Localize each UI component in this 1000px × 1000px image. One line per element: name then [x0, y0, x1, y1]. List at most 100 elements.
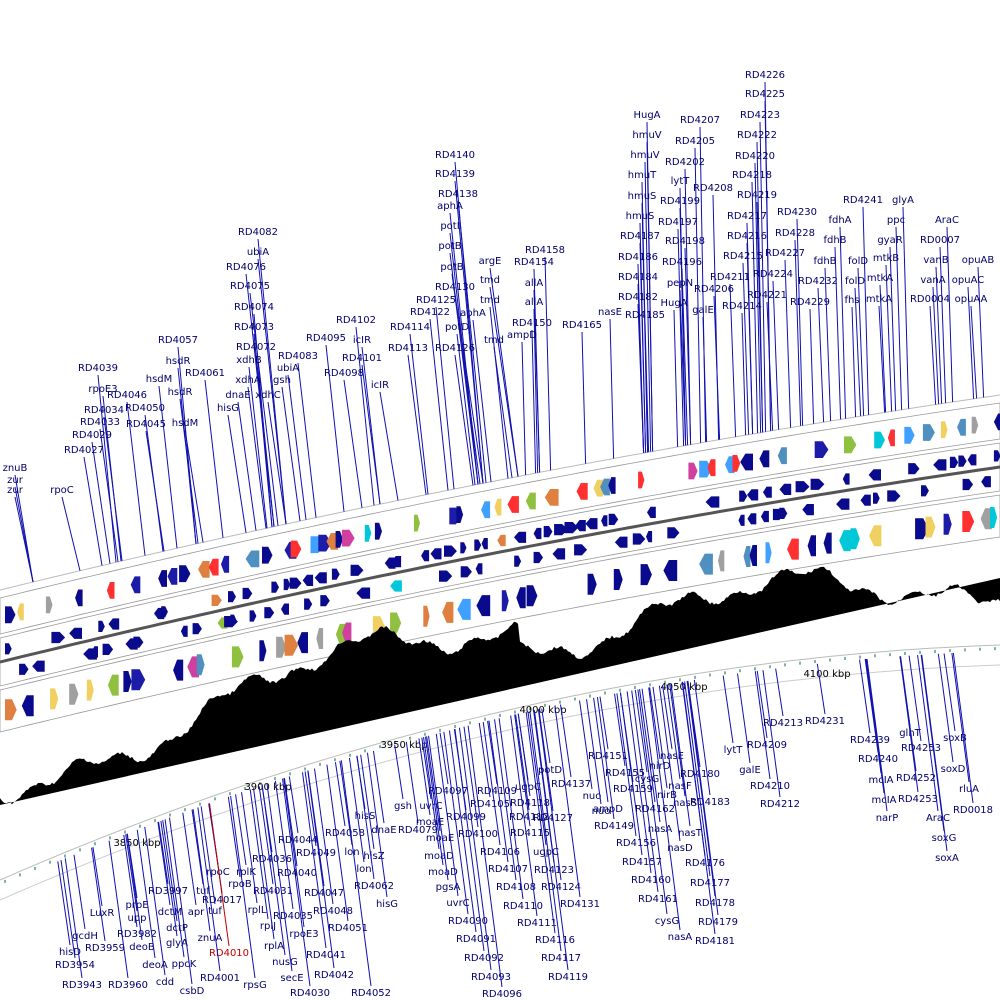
- gene-feature: [533, 551, 543, 564]
- gene-feature: [749, 545, 757, 566]
- leader-line: [609, 318, 615, 459]
- leader-line: [764, 100, 772, 431]
- leader-line: [946, 226, 954, 403]
- leader-line: [162, 820, 178, 922]
- leader-line: [435, 733, 459, 897]
- label: galE: [739, 765, 761, 776]
- leader-line: [209, 803, 230, 947]
- leader-line: [249, 292, 279, 526]
- leader-line: [200, 806, 216, 905]
- leader-line: [951, 652, 970, 783]
- label: uvrC: [446, 898, 469, 909]
- label: RD4046: [107, 390, 147, 401]
- label: xdhB: [236, 355, 262, 366]
- label: rpoC: [206, 867, 230, 878]
- label: RD4062: [354, 881, 394, 892]
- label: hsdM: [172, 418, 199, 429]
- gene-feature: [807, 535, 816, 557]
- label: hmuV: [630, 150, 659, 161]
- leader-line: [429, 318, 449, 491]
- label: RD4115: [510, 828, 550, 839]
- label: icIR: [371, 380, 389, 391]
- gene-feature: [575, 520, 586, 532]
- gene-feature: [763, 486, 772, 498]
- gene-feature: [231, 646, 244, 668]
- leader-line: [834, 246, 842, 420]
- gene-feature: [69, 683, 79, 705]
- label: RD4187: [620, 231, 660, 242]
- outer-arc: [0, 394, 1000, 591]
- gene-feature: [198, 561, 210, 578]
- label: ugpC: [533, 847, 559, 858]
- label: rplK: [236, 867, 256, 878]
- leader-line: [637, 303, 645, 454]
- label: hisZ: [363, 851, 384, 862]
- gene-feature: [133, 636, 144, 648]
- gene-feature: [971, 416, 979, 434]
- gene-feature: [356, 587, 371, 599]
- gene-feature: [743, 546, 751, 567]
- label: RD4220: [735, 151, 775, 162]
- label: RD4001: [200, 973, 240, 984]
- label: RD4159: [613, 784, 653, 795]
- label: potB: [438, 241, 461, 252]
- label: vanA: [920, 275, 945, 286]
- leader-line: [409, 333, 429, 495]
- label: tuf: [208, 906, 222, 917]
- gene-feature: [842, 473, 850, 485]
- label: AraC: [926, 813, 950, 824]
- label: RD4079: [398, 825, 438, 836]
- label: RD4111: [517, 918, 557, 929]
- leader-line: [247, 386, 267, 529]
- gene-feature: [106, 582, 115, 599]
- label: 4000 kbp: [519, 705, 566, 716]
- leader-line: [917, 655, 939, 812]
- label: hmuT: [628, 170, 657, 181]
- leader-line: [670, 683, 691, 827]
- label: RD4110: [503, 901, 543, 912]
- gene-feature: [601, 515, 608, 527]
- gene-feature: [430, 548, 442, 560]
- gene-feature: [718, 550, 725, 572]
- gene-feature: [271, 581, 279, 593]
- gene-feature: [284, 634, 299, 656]
- gene-feature: [98, 620, 105, 632]
- leader-line: [517, 713, 531, 797]
- gene-feature: [993, 450, 1000, 462]
- leader-line: [970, 305, 978, 399]
- leader-line: [356, 755, 375, 880]
- label: RD4184: [618, 272, 658, 283]
- label: RD4124: [541, 882, 581, 893]
- label: fdhB: [813, 256, 836, 267]
- label: hsdR: [168, 387, 193, 398]
- gene-feature: [915, 518, 929, 540]
- leader-line: [326, 764, 349, 922]
- leader-line: [282, 778, 311, 987]
- leader-line: [126, 833, 143, 941]
- label: RD4027: [64, 445, 104, 456]
- leader-line: [227, 414, 247, 533]
- label: RD4202: [665, 157, 705, 168]
- leader-line: [158, 385, 178, 549]
- label: RD4222: [737, 130, 777, 141]
- label: opuAC: [952, 275, 984, 286]
- label: potI: [440, 221, 459, 232]
- gene-feature: [802, 504, 814, 516]
- label: RD4101: [342, 353, 382, 364]
- label: RD4208: [693, 183, 733, 194]
- leader-line: [866, 658, 888, 812]
- gene-feature: [667, 527, 680, 539]
- leader-line: [737, 673, 751, 764]
- leader-line: [494, 719, 517, 881]
- gene-feature: [526, 585, 538, 607]
- label: rplA: [264, 941, 284, 952]
- label: RD4031: [253, 886, 293, 897]
- gene-feature: [795, 481, 810, 493]
- label: RD4209: [747, 740, 787, 751]
- leader-line: [878, 305, 886, 413]
- leader-line: [541, 708, 551, 764]
- leader-line: [599, 696, 609, 750]
- gene-feature: [460, 566, 472, 578]
- label: RD4039: [78, 363, 118, 374]
- leader-line: [682, 681, 716, 935]
